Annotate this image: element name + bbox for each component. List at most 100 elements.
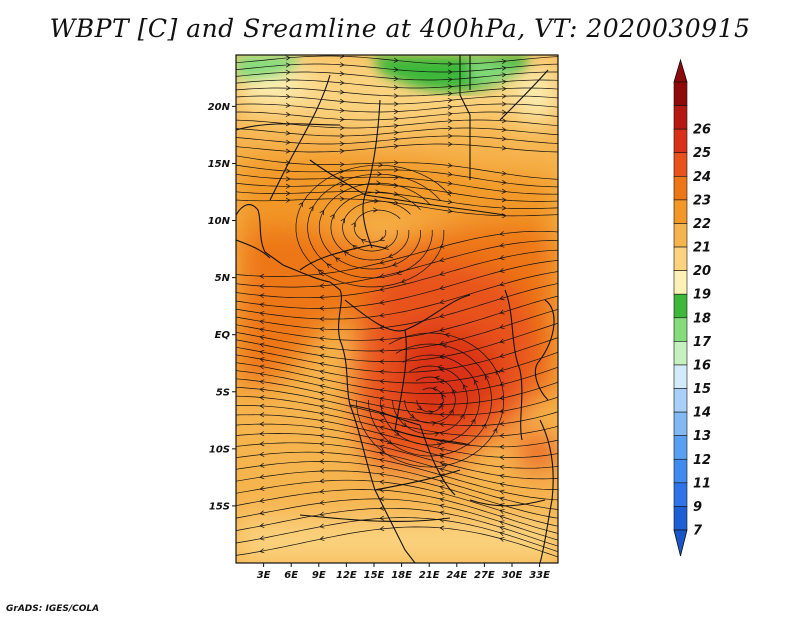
streamline-arrow [259,510,265,516]
streamline-arrow [439,271,445,277]
lat-tick-label: 10N [208,216,231,227]
colorbar-segment [673,293,688,319]
streamline-arrow [499,454,505,460]
streamline-arrow [285,197,291,203]
streamline [236,295,558,341]
streamline-arrow [319,326,325,332]
lat-tick-label: 5S [216,387,230,398]
streamline [236,507,558,547]
colorbar-label: 11 [693,476,711,491]
colorbar: 7 9 11 12 13 14 15 16 17 18 19 20 21 22 23 24 25 26 [673,58,712,557]
streamline-arrow [439,243,445,249]
streamline-arrow [499,482,505,487]
streamline-arrow [319,478,325,484]
streamline-arrow [298,201,304,208]
streamline-arrow [375,189,381,195]
streamline-arrow [285,94,291,100]
streamline-arrow [447,171,453,177]
streamline-arrow [447,111,453,117]
streamline-arrow [499,525,505,531]
colorbar-segment [673,152,688,177]
streamline [236,405,558,448]
lon-tick-label: 21E [419,570,440,581]
colorbar-segment [673,223,688,248]
streamline-arrow [442,343,448,349]
streamline [236,433,558,480]
streamline-arrow [439,473,445,479]
streamline-arrow [379,348,385,354]
streamline [236,414,558,458]
streamline-arrow [439,412,445,418]
streamline-arrow [439,479,445,485]
streamline-arrow [499,381,505,387]
streamline-arrow [452,389,457,395]
streamline-arrow [259,357,265,363]
streamline-arrow [319,404,325,410]
streamline-arrow [442,463,448,469]
streamline-arrow [501,205,507,211]
streamline-arrow [402,422,408,427]
streamline-arrow [388,253,394,259]
colorbar-segment [673,128,688,154]
coastlines-and-borders [236,55,555,563]
streamline-arrow [285,62,291,68]
colorbar-label: 24 [693,170,711,185]
streamline-arrow [417,405,423,410]
colorbar-label: 9 [693,500,702,515]
lon-tick-label: 12E [336,570,357,581]
streamline-arrow [285,139,291,145]
streamline-arrow [499,338,505,344]
streamline-arrow [499,255,505,260]
streamline-arrow [447,104,453,110]
streamline [236,322,558,363]
streamline-arrow [501,93,507,99]
streamline-arrow [259,522,265,528]
streamline [236,249,558,299]
streamline-arrow [459,413,465,420]
streamline-arrow [374,198,380,204]
streamline-arrow [319,511,325,517]
streamline-arrow [259,474,265,480]
streamline-arrow [285,190,291,196]
streamline-arrow [319,316,325,322]
streamline-arrow [259,379,265,385]
colorbar-under-triangle [673,529,688,557]
streamline-arrow [474,379,479,385]
streamline-arrow [259,319,265,325]
streamline-arrow [351,221,356,228]
streamline-arrow [501,136,507,142]
streamline-arrow [259,293,265,299]
streamline-arrow [439,299,445,305]
streamline-arrow [285,148,291,154]
streamline-arrow [376,180,382,186]
streamline-arrow [339,196,345,202]
colorbar-over-triangle [673,58,688,83]
streamline-arrow [319,209,325,216]
streamline-arrow [379,479,385,485]
streamline-arrow [492,427,498,434]
streamline-arrow [393,136,399,142]
streamline-arrow [319,390,325,396]
streamline-arrow [259,431,265,437]
streamline-arrow [501,213,507,219]
streamline-arrow [259,441,265,447]
streamline-arrow [319,305,325,311]
streamline-arrow [499,520,505,526]
colorbar-segment [673,435,688,460]
streamline [236,362,558,394]
streamline [236,351,558,384]
streamline-arrow [379,359,385,365]
streamline-arrow [285,176,291,182]
streamline-arrow [379,404,385,410]
streamline-arrow [499,536,505,542]
streamline [236,423,558,469]
streamline-arrow [377,171,383,177]
streamline-arrow [392,261,398,267]
streamline-arrow [379,464,385,470]
streamline-arrow [439,467,445,473]
lon-tick-label: 30E [502,570,523,581]
streamline-arrow [499,496,505,502]
streamline-arrow [499,267,505,273]
streamline-arrow [499,421,505,427]
colorbar-segment [673,199,688,224]
